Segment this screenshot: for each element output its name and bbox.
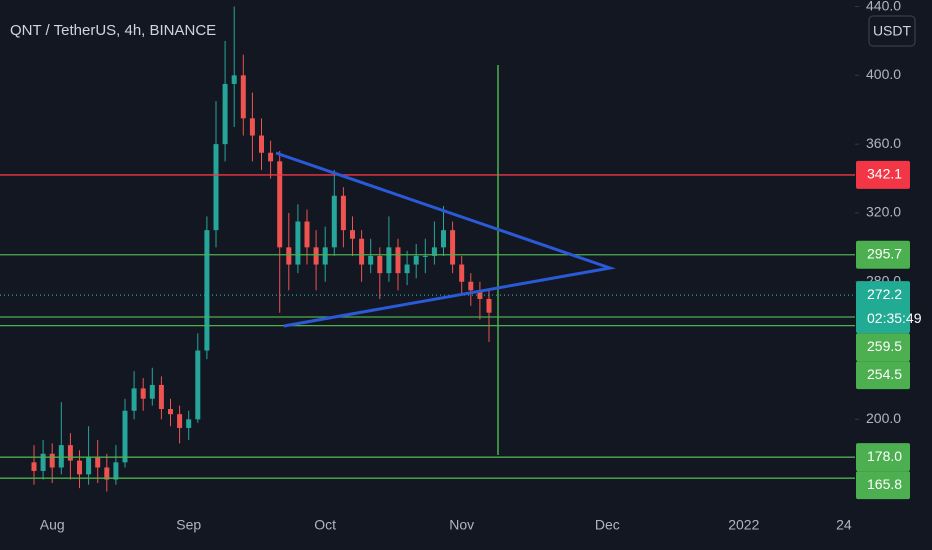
candle-body bbox=[40, 453, 46, 471]
x-tick-label: 24 bbox=[836, 517, 852, 533]
candle-body bbox=[377, 255, 383, 274]
countdown-label: 02:35:49 bbox=[867, 310, 922, 326]
candle-body bbox=[404, 264, 410, 274]
candle-body bbox=[268, 152, 274, 162]
candle-body bbox=[441, 230, 446, 248]
chart-title: QNT / TetherUS, 4h, BINANCE bbox=[10, 22, 216, 39]
candle-body bbox=[149, 384, 155, 399]
currency-label: USDT bbox=[873, 23, 912, 39]
candle-body bbox=[277, 161, 283, 248]
x-tick-label: 2022 bbox=[728, 517, 759, 533]
candle-body bbox=[104, 467, 110, 480]
candle-body bbox=[422, 255, 428, 257]
candle-body bbox=[186, 419, 192, 428]
price-label-box bbox=[856, 443, 910, 472]
candle-body bbox=[95, 457, 101, 468]
candle-body bbox=[350, 230, 355, 239]
candle-body bbox=[431, 247, 437, 256]
candle-body bbox=[31, 462, 37, 471]
candle-body bbox=[67, 445, 73, 461]
candle-body bbox=[231, 75, 237, 84]
candle-body bbox=[340, 195, 346, 231]
candle-body bbox=[240, 75, 246, 119]
candle-body bbox=[168, 409, 173, 415]
candle-body bbox=[177, 414, 183, 428]
y-tick-label: 400.0 bbox=[866, 66, 901, 82]
candle-body bbox=[486, 298, 492, 313]
price-axis: 440.0400.0360.0320.0280.0200.0342.1295.7… bbox=[855, 0, 922, 500]
candle-body bbox=[140, 388, 146, 399]
candle-body bbox=[368, 255, 374, 265]
candle-body bbox=[222, 83, 228, 145]
candle-body bbox=[459, 264, 465, 282]
candle-body bbox=[204, 230, 210, 351]
candle-body bbox=[450, 230, 456, 265]
candle-body bbox=[249, 118, 255, 136]
candle-body bbox=[213, 144, 219, 231]
candle-body bbox=[395, 247, 401, 274]
candle-body bbox=[413, 255, 419, 265]
candle-body bbox=[468, 281, 474, 291]
candle-body bbox=[131, 388, 137, 411]
x-tick-label: Dec bbox=[595, 517, 620, 533]
y-tick-label: 360.0 bbox=[866, 135, 901, 151]
candle-body bbox=[195, 350, 201, 420]
y-tick-label: 440.0 bbox=[866, 0, 901, 13]
candle-body bbox=[359, 238, 365, 265]
plot-area bbox=[0, 6, 855, 492]
candle-body bbox=[295, 221, 301, 265]
candle-body bbox=[158, 384, 164, 410]
price-label-box bbox=[856, 471, 910, 500]
y-tick-label: 200.0 bbox=[866, 410, 901, 426]
x-tick-label: Aug bbox=[40, 517, 65, 533]
currency-box[interactable] bbox=[868, 15, 916, 47]
price-label: 295.7 bbox=[867, 245, 902, 261]
candle-body bbox=[322, 247, 328, 265]
triangle-drawing bbox=[275, 151, 616, 328]
price-label-box bbox=[856, 281, 910, 334]
candle-body bbox=[113, 462, 119, 480]
price-label: 272.2 bbox=[867, 286, 902, 302]
candle-body bbox=[331, 195, 337, 248]
candle-body bbox=[86, 457, 92, 475]
price-label-box bbox=[856, 240, 910, 269]
price-label: 342.1 bbox=[867, 166, 902, 182]
price-label-box bbox=[856, 361, 910, 390]
x-tick-label: Nov bbox=[449, 517, 474, 533]
candle-body bbox=[477, 290, 483, 299]
candle-body bbox=[304, 221, 310, 248]
candle-body bbox=[386, 247, 392, 274]
price-label-box bbox=[856, 333, 910, 362]
y-tick-label: 320.0 bbox=[866, 204, 901, 220]
candle-body bbox=[122, 410, 128, 463]
price-label: 254.5 bbox=[867, 366, 902, 382]
candle-body bbox=[58, 445, 64, 468]
price-label: 178.0 bbox=[867, 448, 902, 464]
candle-body bbox=[49, 453, 55, 468]
price-label: 165.8 bbox=[867, 476, 902, 492]
candle-body bbox=[77, 460, 82, 475]
price-label: 259.5 bbox=[867, 338, 902, 354]
candle-body bbox=[313, 247, 319, 265]
price-label-box bbox=[856, 160, 910, 189]
x-tick-label: Oct bbox=[314, 517, 336, 533]
candle-body bbox=[259, 135, 264, 153]
candle-body bbox=[286, 247, 292, 265]
x-tick-label: Sep bbox=[176, 517, 201, 533]
